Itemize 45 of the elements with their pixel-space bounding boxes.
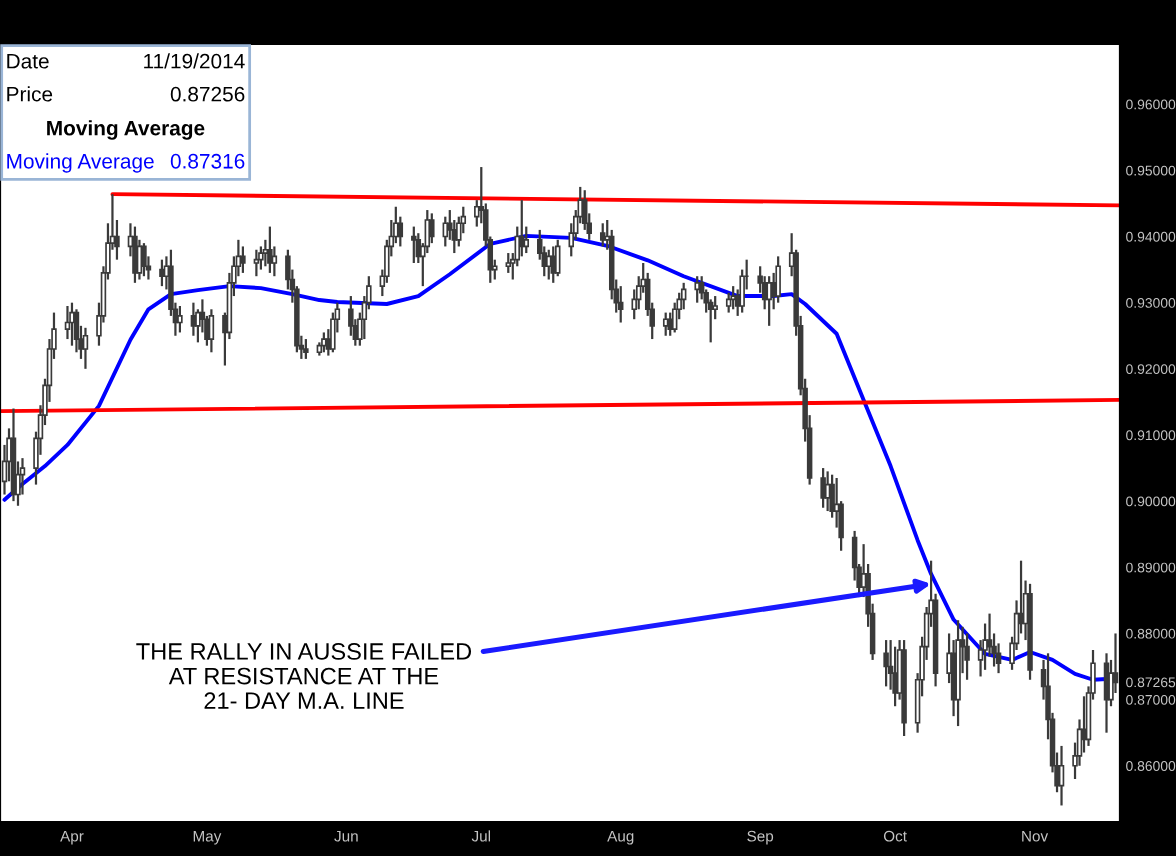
candlestick xyxy=(73,308,80,354)
candlestick xyxy=(671,301,678,334)
candlestick xyxy=(177,304,183,334)
candlestick xyxy=(240,245,246,275)
candlestick xyxy=(69,301,75,347)
candlestick xyxy=(667,311,673,337)
candlestick xyxy=(599,222,606,248)
candlestick xyxy=(330,311,336,354)
candlestick xyxy=(1058,744,1065,807)
candlestick xyxy=(680,281,687,311)
candlestick xyxy=(208,308,215,354)
candlestick xyxy=(883,638,889,688)
candlestick xyxy=(505,251,512,275)
annotation: Price xyxy=(7,86,53,102)
candlestick xyxy=(253,248,260,278)
candlestick xyxy=(694,275,700,304)
annotation: Moving Average xyxy=(47,120,205,140)
candlestick xyxy=(546,248,552,281)
candlestick xyxy=(766,275,772,327)
candlestick xyxy=(739,268,745,314)
candlestick xyxy=(303,337,309,361)
candlestick xyxy=(581,189,588,232)
annotation: 0.87316 xyxy=(170,153,245,169)
candlestick xyxy=(321,331,327,354)
candlestick xyxy=(775,255,781,304)
annotation: Moving Average xyxy=(7,153,154,173)
annotation: THE RALLY IN AUSSIE FAILED AT RESISTANCE AT THE 21- DAY M.A. LINE xyxy=(136,643,472,709)
candlestick xyxy=(820,466,826,509)
candlestick xyxy=(519,199,525,258)
candlestick xyxy=(82,326,89,370)
candlestick xyxy=(892,645,898,708)
candlestick xyxy=(725,291,732,314)
candlestick xyxy=(555,238,561,278)
annotation: 11/19/2014 xyxy=(144,53,245,69)
annotation: 0.87256 xyxy=(170,86,245,102)
candlestick xyxy=(132,225,138,284)
annotation: Date xyxy=(7,54,49,69)
candlestick xyxy=(397,215,404,248)
candlestick xyxy=(429,212,435,245)
candlestick xyxy=(411,225,417,265)
candlestick xyxy=(617,285,624,324)
candlestick xyxy=(159,258,165,288)
candlestick xyxy=(141,242,147,278)
candlestick xyxy=(730,285,736,311)
candlestick xyxy=(64,304,71,341)
